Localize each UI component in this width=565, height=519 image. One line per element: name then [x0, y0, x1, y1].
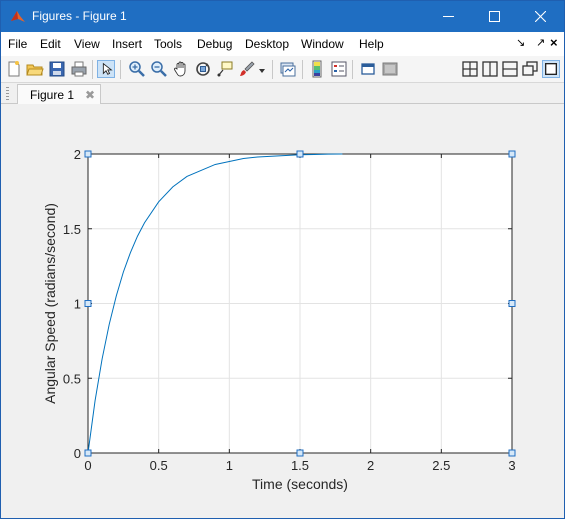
- x-tick-label: 1.5: [291, 458, 309, 473]
- x-tick-label: 2: [367, 458, 374, 473]
- tile-layout-icon[interactable]: [461, 60, 479, 78]
- maximize-icon: [488, 11, 500, 22]
- series-line[interactable]: [87, 153, 343, 454]
- plot-axes[interactable]: 0 0.5 1 1.5 2 2.5 3 0 0.5 1 1.5 2 Time (seconds) Angu…: [1, 104, 564, 518]
- minimize-icon: [442, 16, 454, 17]
- title-bar[interactable]: Figures - Figure 1: [1, 1, 564, 32]
- zoom-out-icon[interactable]: [150, 60, 168, 78]
- maximize-figure-icon[interactable]: [542, 60, 560, 78]
- link-plot-icon[interactable]: [279, 60, 297, 78]
- selection-handle[interactable]: [508, 300, 516, 307]
- x-axis-label: Time (seconds): [252, 476, 348, 492]
- open-file-icon[interactable]: [26, 60, 44, 78]
- x-tick-label: 3: [508, 458, 515, 473]
- figure-tab-strip: Figure 1 ✖: [1, 83, 564, 105]
- menu-tools[interactable]: Tools: [154, 37, 183, 51]
- selection-handle[interactable]: [508, 449, 516, 457]
- menu-window[interactable]: Window: [301, 37, 344, 51]
- tab-grip-handle[interactable]: [6, 87, 9, 100]
- selection-handle[interactable]: [84, 300, 92, 307]
- toolbar-separator: [302, 60, 303, 79]
- minimize-button[interactable]: [425, 1, 471, 32]
- toolbar-separator: [120, 60, 121, 79]
- menu-file[interactable]: File: [8, 37, 28, 51]
- tab-close-icon[interactable]: ✖: [85, 88, 96, 102]
- selection-handle[interactable]: [296, 449, 304, 457]
- brush-dropdown-icon[interactable]: [259, 69, 265, 73]
- matlab-logo-icon: [11, 11, 25, 22]
- y-tick-label: 1: [74, 297, 81, 312]
- y-axis-label: Angular Speed (radians/second): [42, 203, 58, 404]
- close-figure-icon[interactable]: ×: [550, 35, 558, 50]
- x-tick-label: 0: [84, 458, 91, 473]
- y-tick-label: 0: [74, 446, 81, 461]
- menu-debug[interactable]: Debug: [197, 37, 233, 51]
- brush-icon[interactable]: [238, 60, 256, 78]
- show-plot-tools-icon[interactable]: [381, 60, 399, 78]
- figure-toolbar: [1, 56, 564, 83]
- toolbar-separator: [92, 60, 93, 79]
- selection-handle[interactable]: [84, 150, 92, 158]
- insert-colorbar-icon[interactable]: [308, 60, 326, 78]
- selection-handle[interactable]: [296, 150, 304, 158]
- window-title: Figures - Figure 1: [32, 9, 127, 23]
- new-figure-icon[interactable]: [5, 60, 23, 78]
- print-icon[interactable]: [70, 60, 88, 78]
- zoom-in-icon[interactable]: [128, 60, 146, 78]
- y-tick-label: 2: [74, 147, 81, 162]
- toolbar-separator: [272, 60, 273, 79]
- save-icon[interactable]: [48, 60, 66, 78]
- insert-legend-icon[interactable]: [330, 60, 348, 78]
- undock-arrow-icon[interactable]: ↘: [516, 37, 526, 49]
- dock-arrow-icon[interactable]: ↗: [536, 37, 546, 49]
- hide-plot-tools-icon[interactable]: [359, 60, 377, 78]
- edit-plot-arrow-icon[interactable]: [97, 60, 115, 78]
- x-tick-label: 2.5: [432, 458, 450, 473]
- selection-handle[interactable]: [508, 150, 516, 158]
- top-bottom-layout-icon[interactable]: [501, 60, 519, 78]
- menu-bar: File Edit View Insert Tools Debug Deskto…: [1, 32, 564, 56]
- menu-desktop[interactable]: Desktop: [245, 37, 290, 51]
- maximize-button[interactable]: [471, 1, 517, 32]
- y-tick-label: 0.5: [63, 371, 81, 386]
- tab-label: Figure 1: [30, 88, 75, 102]
- y-tick-label: 1.5: [63, 222, 81, 237]
- figure-canvas[interactable]: 0 0.5 1 1.5 2 2.5 3 0 0.5 1 1.5 2 Time (seconds) Angu…: [1, 104, 564, 518]
- left-right-layout-icon[interactable]: [481, 60, 499, 78]
- close-icon: [534, 11, 546, 22]
- toolbar-separator: [352, 60, 353, 79]
- selection-handle[interactable]: [84, 449, 92, 457]
- float-icon[interactable]: [521, 60, 539, 78]
- pan-hand-icon[interactable]: [172, 60, 190, 78]
- menu-edit[interactable]: Edit: [40, 37, 61, 51]
- rotate-3d-icon[interactable]: [194, 60, 212, 78]
- data-cursor-icon[interactable]: [216, 60, 234, 78]
- tab-figure-1[interactable]: Figure 1 ✖: [17, 84, 101, 105]
- menu-insert[interactable]: Insert: [112, 37, 143, 51]
- menu-help[interactable]: Help: [359, 37, 384, 51]
- menu-view[interactable]: View: [74, 37, 100, 51]
- close-button[interactable]: [517, 1, 563, 32]
- x-tick-label: 0.5: [150, 458, 168, 473]
- x-tick-label: 1: [226, 458, 233, 473]
